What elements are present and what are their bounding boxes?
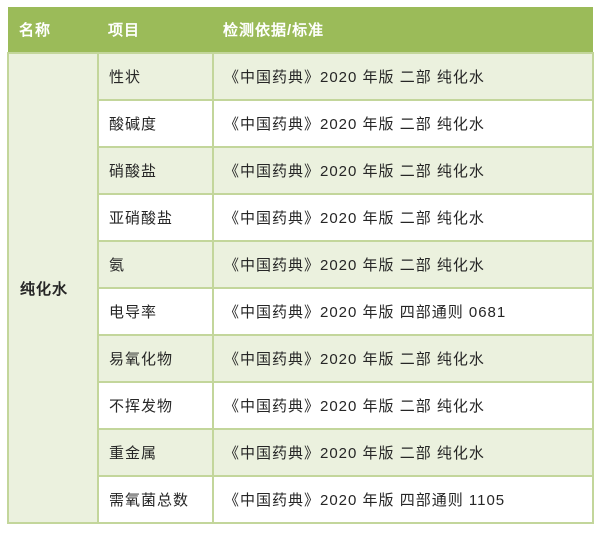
table-row: 酸碱度 《中国药典》2020 年版 二部 纯化水 bbox=[8, 99, 594, 148]
standard-cell: 《中国药典》2020 年版 二部 纯化水 bbox=[212, 52, 594, 101]
item-cell: 亚硝酸盐 bbox=[97, 193, 214, 242]
item-cell: 电导率 bbox=[97, 287, 214, 336]
standard-cell: 《中国药典》2020 年版 四部通则 0681 bbox=[212, 287, 594, 336]
item-cell: 重金属 bbox=[97, 428, 214, 477]
standard-cell: 《中国药典》2020 年版 二部 纯化水 bbox=[212, 146, 594, 195]
standard-cell: 《中国药典》2020 年版 二部 纯化水 bbox=[212, 334, 594, 383]
table-row: 氨 《中国药典》2020 年版 二部 纯化水 bbox=[8, 240, 594, 289]
item-cell: 易氧化物 bbox=[97, 334, 214, 383]
table-row: 亚硝酸盐 《中国药典》2020 年版 二部 纯化水 bbox=[8, 193, 594, 242]
item-cell: 酸碱度 bbox=[97, 99, 214, 148]
item-cell: 需氧菌总数 bbox=[97, 475, 214, 524]
standard-cell: 《中国药典》2020 年版 二部 纯化水 bbox=[212, 240, 594, 289]
table-row: 重金属 《中国药典》2020 年版 二部 纯化水 bbox=[8, 428, 594, 477]
standard-cell: 《中国药典》2020 年版 二部 纯化水 bbox=[212, 99, 594, 148]
standard-cell: 《中国药典》2020 年版 四部通则 1105 bbox=[212, 475, 594, 524]
standard-cell: 《中国药典》2020 年版 二部 纯化水 bbox=[212, 381, 594, 430]
inspection-standards-table: 名称 项目 检测依据/标准 纯化水 性状 《中国药典》2020 年版 二部 纯化… bbox=[7, 7, 594, 524]
header-row: 名称 项目 检测依据/标准 bbox=[8, 7, 593, 53]
header-item: 项目 bbox=[98, 7, 213, 53]
standard-cell: 《中国药典》2020 年版 二部 纯化水 bbox=[212, 193, 594, 242]
table-row: 纯化水 性状 《中国药典》2020 年版 二部 纯化水 bbox=[7, 52, 594, 524]
table-row: 硝酸盐 《中国药典》2020 年版 二部 纯化水 bbox=[8, 146, 594, 195]
merged-name-cell: 纯化水 bbox=[7, 52, 99, 524]
table-row: 不挥发物 《中国药典》2020 年版 二部 纯化水 bbox=[8, 381, 594, 430]
header-name: 名称 bbox=[8, 7, 98, 53]
table-row: 易氧化物 《中国药典》2020 年版 二部 纯化水 bbox=[8, 334, 594, 383]
item-cell: 性状 bbox=[97, 52, 214, 101]
table-row: 需氧菌总数 《中国药典》2020 年版 四部通则 1105 bbox=[8, 475, 594, 524]
item-cell: 不挥发物 bbox=[97, 381, 214, 430]
header-standard: 检测依据/标准 bbox=[213, 7, 593, 53]
item-cell: 氨 bbox=[97, 240, 214, 289]
table-row: 电导率 《中国药典》2020 年版 四部通则 0681 bbox=[8, 287, 594, 336]
standard-cell: 《中国药典》2020 年版 二部 纯化水 bbox=[212, 428, 594, 477]
item-cell: 硝酸盐 bbox=[97, 146, 214, 195]
